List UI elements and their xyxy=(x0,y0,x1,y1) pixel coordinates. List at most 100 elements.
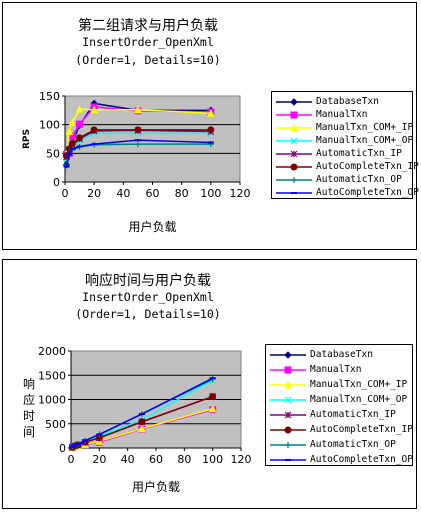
legend-label: AutomaticTxn_OP xyxy=(316,174,402,185)
legend-label: ManualTxn_COM+_OP xyxy=(316,135,414,146)
y-tick-label: 100 xyxy=(39,119,60,132)
y-tick-label: 150 xyxy=(39,90,60,103)
legend-label: DatabaseTxn xyxy=(316,96,379,107)
y-axis-label: 间 xyxy=(23,425,35,439)
legend-label: ManualTxn xyxy=(316,109,368,120)
legend-label: AutoCompleteTxn_IP xyxy=(310,424,413,435)
legend-item: AutomaticTxn_IP xyxy=(274,148,414,160)
chart-panel-response-time: 响应时间与用户负载 InsertOrder_OpenXml (Order=1, … xyxy=(2,259,417,509)
response-time-chart: 0 500 1000 1500 2000 0 20 40 60 80 100 120 用户负载 响应时间 xyxy=(23,345,252,494)
legend-swatch xyxy=(276,177,312,183)
data-point xyxy=(134,126,142,134)
legend-label: ManualTxn_COM+_OP xyxy=(310,394,408,405)
legend-label: AutoCompleteTxn_OP xyxy=(310,454,413,465)
data-point xyxy=(90,126,98,134)
legend-item: AutomaticTxn_OP xyxy=(268,439,408,451)
legend-marker xyxy=(290,150,298,158)
x-tick-label: 100 xyxy=(202,453,223,466)
chart-panel-rps: 第二组请求与用户负载 InsertOrder_OpenXml (Order=1,… xyxy=(2,2,419,250)
data-point xyxy=(68,118,77,126)
legend-swatch xyxy=(270,380,306,389)
legend-swatch xyxy=(276,137,312,145)
data-point xyxy=(207,126,215,134)
y-tick-label: 1500 xyxy=(38,369,66,382)
legend-label: ManualTxn_COM+_IP xyxy=(316,122,414,133)
legend-label: AutomaticTxn_IP xyxy=(316,148,402,159)
legend-label: ManualTxn_COM+_IP xyxy=(310,379,408,390)
x-tick-label: 40 xyxy=(116,187,130,200)
legend-marker xyxy=(284,426,292,434)
rps-chart: 0 50 100 150 0 20 40 60 80 100 120 用户负载 RPS xyxy=(22,90,251,234)
legend-label: ManualTxn xyxy=(310,364,362,375)
data-point xyxy=(138,424,146,433)
legend-label: DatabaseTxn xyxy=(310,349,373,360)
y-tick-label: 1000 xyxy=(38,394,66,407)
data-point xyxy=(76,134,84,142)
data-point xyxy=(65,127,74,136)
x-tick-label: 20 xyxy=(92,453,106,466)
legend-item: ManualTxn_COM+_IP xyxy=(268,379,408,391)
data-point xyxy=(207,109,215,117)
legend-marker xyxy=(284,366,292,374)
legend-swatch xyxy=(276,150,312,158)
legend-marker xyxy=(284,411,292,419)
x-tick-label: 20 xyxy=(87,187,101,200)
series-AutoCompleteTxn_OP xyxy=(63,139,214,168)
legend-marker xyxy=(291,177,297,183)
legend-marker xyxy=(290,98,298,106)
y-axis-label: RPS xyxy=(22,129,32,149)
data-point xyxy=(134,105,142,114)
series-ManualTxn_COM+_IP xyxy=(62,105,215,157)
legend-item: ManualTxn xyxy=(274,109,414,121)
legend-swatch xyxy=(276,123,312,132)
x-tick-label: 40 xyxy=(121,453,135,466)
y-tick-label: 0 xyxy=(53,176,60,189)
legend-item: ManualTxn_COM+_OP xyxy=(274,135,414,147)
data-point xyxy=(138,418,146,426)
legend-marker xyxy=(290,163,298,171)
chart-subtitle-params: (Order=1, Details=10) xyxy=(75,53,221,67)
legend-item: AutoCompleteTxn_OP xyxy=(274,187,419,199)
legend-marker xyxy=(284,396,292,404)
data-point xyxy=(75,105,84,113)
legend-swatch xyxy=(270,459,306,461)
x-tick-label: 100 xyxy=(200,187,221,200)
data-point xyxy=(208,404,217,413)
y-tick-label: 50 xyxy=(46,147,60,160)
legend-marker xyxy=(284,380,292,389)
legend-item: DatabaseTxn xyxy=(268,349,408,361)
legend-label: AutoCompleteTxn_OP xyxy=(316,187,419,198)
x-tick-label: 60 xyxy=(149,453,163,466)
legend-item: DatabaseTxn xyxy=(274,96,414,108)
legend-marker xyxy=(290,123,298,132)
x-tick-label: 60 xyxy=(146,187,160,200)
series-AutoCompleteTxn_OP xyxy=(69,377,216,449)
chart-subtitle-params: (Order=1, Details=10) xyxy=(75,307,221,321)
data-point xyxy=(90,105,98,114)
legend-label: AutoCompleteTxn_IP xyxy=(316,161,419,172)
legend-swatch xyxy=(270,366,306,374)
y-tick-label: 2000 xyxy=(38,345,66,358)
legend-swatch xyxy=(270,442,306,448)
y-axis-label: 响 xyxy=(23,376,35,391)
legend-swatch xyxy=(276,192,312,194)
x-tick-label: 0 xyxy=(68,453,75,466)
chart-title: 响应时间与用户负载 xyxy=(85,273,211,289)
legend-marker xyxy=(290,137,298,145)
legend-swatch xyxy=(270,351,306,359)
x-axis-label: 用户负载 xyxy=(132,479,180,494)
x-tick-label: 120 xyxy=(230,187,251,200)
data-point xyxy=(134,141,141,148)
y-axis-label: 应 xyxy=(23,392,35,407)
legend-marker xyxy=(290,111,298,119)
legend-item: ManualTxn xyxy=(268,364,408,376)
chart-subtitle: InsertOrder_OpenXml xyxy=(82,35,214,49)
chart-title: 第二组请求与用户负载 xyxy=(78,18,218,34)
legend-label: AutomaticTxn_OP xyxy=(310,439,396,450)
x-tick-label: 80 xyxy=(175,187,189,200)
legend-label: AutomaticTxn_IP xyxy=(310,409,396,420)
x-tick-label: 0 xyxy=(62,187,69,200)
x-axis-label: 用户负载 xyxy=(128,219,176,234)
data-point xyxy=(209,393,217,401)
legend-item: AutomaticTxn_IP xyxy=(268,409,408,421)
